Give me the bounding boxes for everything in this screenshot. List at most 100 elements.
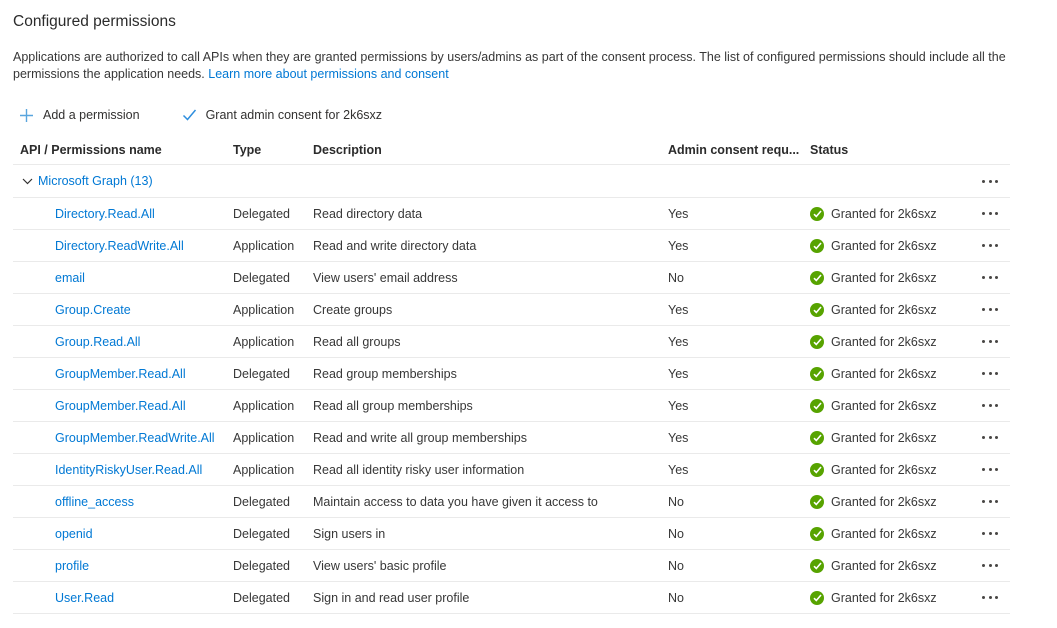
more-ellipsis-icon[interactable] xyxy=(980,272,1000,283)
plus-icon xyxy=(19,108,34,123)
status-cell: Granted for 2k6sxz xyxy=(810,366,962,381)
table-header-row: API / Permissions name Type Description … xyxy=(13,135,1010,165)
more-ellipsis-icon[interactable] xyxy=(980,560,1000,571)
more-ellipsis-icon[interactable] xyxy=(980,304,1000,315)
toolbar: Add a permission Grant admin consent for… xyxy=(13,105,1057,125)
permission-name-cell: Directory.Read.All xyxy=(13,207,233,221)
header-admin-consent-required[interactable]: Admin consent requ... xyxy=(668,142,800,157)
row-more-cell xyxy=(962,368,1010,379)
permission-name-cell: Group.Create xyxy=(13,303,233,317)
more-ellipsis-icon[interactable] xyxy=(980,240,1000,251)
row-more-cell xyxy=(962,400,1010,411)
permission-link[interactable]: Directory.Read.All xyxy=(55,206,155,221)
description-text: Applications are authorized to call APIs… xyxy=(13,49,1013,83)
add-permission-label: Add a permission xyxy=(43,108,140,122)
permission-link[interactable]: GroupMember.Read.All xyxy=(55,366,186,381)
table-row: User.Read Delegated Sign in and read use… xyxy=(13,582,1010,614)
type-cell: Application xyxy=(233,238,295,253)
check-circle-icon xyxy=(810,366,824,381)
type-cell: Application xyxy=(233,398,295,413)
permission-link[interactable]: profile xyxy=(55,558,90,573)
status-cell: Granted for 2k6sxz xyxy=(810,398,962,413)
grant-admin-consent-button[interactable]: Grant admin consent for 2k6sxz xyxy=(176,108,388,122)
status-cell: Granted for 2k6sxz xyxy=(810,494,962,509)
more-ellipsis-icon[interactable] xyxy=(980,528,1000,539)
header-type[interactable]: Type xyxy=(233,142,262,157)
header-description[interactable]: Description xyxy=(313,142,382,157)
check-circle-icon xyxy=(810,430,824,445)
row-more-cell xyxy=(962,240,1010,251)
status-label: Granted for 2k6sxz xyxy=(831,238,937,253)
status-cell: Granted for 2k6sxz xyxy=(810,270,962,285)
type-cell: Delegated xyxy=(233,494,290,509)
admin-consent-cell: Yes xyxy=(668,334,689,349)
more-ellipsis-icon[interactable] xyxy=(980,208,1000,219)
status-label: Granted for 2k6sxz xyxy=(831,526,937,541)
check-circle-icon xyxy=(810,238,824,253)
status-cell: Granted for 2k6sxz xyxy=(810,462,962,477)
type-cell: Application xyxy=(233,302,295,317)
table-row: offline_access Delegated Maintain access… xyxy=(13,486,1010,518)
permission-link[interactable]: Group.Read.All xyxy=(55,334,141,349)
header-api-permissions-name[interactable]: API / Permissions name xyxy=(20,142,162,157)
more-ellipsis-icon[interactable] xyxy=(980,432,1000,443)
table-row: Directory.ReadWrite.All Application Read… xyxy=(13,230,1010,262)
type-cell: Application xyxy=(233,462,295,477)
table-row: IdentityRiskyUser.Read.All Application R… xyxy=(13,454,1010,486)
type-cell: Application xyxy=(233,334,295,349)
add-permission-button[interactable]: Add a permission xyxy=(13,108,146,123)
table-row: Group.Create Application Create groups Y… xyxy=(13,294,1010,326)
status-label: Granted for 2k6sxz xyxy=(831,494,937,509)
chevron-down-icon[interactable] xyxy=(22,178,33,185)
admin-consent-cell: Yes xyxy=(668,430,689,445)
admin-consent-cell: Yes xyxy=(668,206,689,221)
admin-consent-cell: No xyxy=(668,494,684,509)
admin-consent-cell: Yes xyxy=(668,302,689,317)
permission-link[interactable]: GroupMember.Read.All xyxy=(55,398,186,413)
description-cell: Read and write all group memberships xyxy=(313,430,527,445)
permission-link[interactable]: email xyxy=(55,270,85,285)
status-label: Granted for 2k6sxz xyxy=(831,270,937,285)
api-group-link[interactable]: Microsoft Graph (13) xyxy=(38,174,153,188)
type-cell: Application xyxy=(233,430,295,445)
check-circle-icon xyxy=(810,334,824,349)
permission-link[interactable]: GroupMember.ReadWrite.All xyxy=(55,430,215,445)
description-cell: View users' basic profile xyxy=(313,558,447,573)
type-cell: Delegated xyxy=(233,558,290,573)
more-ellipsis-icon[interactable] xyxy=(980,592,1000,603)
status-label: Granted for 2k6sxz xyxy=(831,430,937,445)
admin-consent-cell: No xyxy=(668,270,684,285)
permission-name-cell: openid xyxy=(13,527,233,541)
more-ellipsis-icon[interactable] xyxy=(980,336,1000,347)
permission-link[interactable]: offline_access xyxy=(55,494,134,509)
permission-link[interactable]: openid xyxy=(55,526,93,541)
description-cell: Read all groups xyxy=(313,334,401,349)
more-ellipsis-icon[interactable] xyxy=(980,400,1000,411)
check-circle-icon xyxy=(810,270,824,285)
permission-link[interactable]: IdentityRiskyUser.Read.All xyxy=(55,462,203,477)
more-ellipsis-icon[interactable] xyxy=(980,464,1000,475)
description-cell: Read all identity risky user information xyxy=(313,462,525,477)
permission-link[interactable]: Directory.ReadWrite.All xyxy=(55,238,184,253)
description-cell: Read all group memberships xyxy=(313,398,473,413)
table-row: Group.Read.All Application Read all grou… xyxy=(13,326,1010,358)
more-ellipsis-icon[interactable] xyxy=(980,176,1000,187)
group-more-cell xyxy=(962,176,1010,187)
permission-name-cell: User.Read xyxy=(13,591,233,605)
more-ellipsis-icon[interactable] xyxy=(980,496,1000,507)
permission-name-cell: GroupMember.Read.All xyxy=(13,399,233,413)
status-label: Granted for 2k6sxz xyxy=(831,366,937,381)
check-circle-icon xyxy=(810,526,824,541)
header-status[interactable]: Status xyxy=(810,142,849,157)
row-more-cell xyxy=(962,528,1010,539)
learn-more-link[interactable]: Learn more about permissions and consent xyxy=(208,67,449,81)
status-label: Granted for 2k6sxz xyxy=(831,206,937,221)
permission-link[interactable]: Group.Create xyxy=(55,302,131,317)
permission-name-cell: Directory.ReadWrite.All xyxy=(13,239,233,253)
check-circle-icon xyxy=(810,302,824,317)
more-ellipsis-icon[interactable] xyxy=(980,368,1000,379)
permission-name-cell: email xyxy=(13,271,233,285)
permission-link[interactable]: User.Read xyxy=(55,590,115,605)
permission-name-cell: GroupMember.ReadWrite.All xyxy=(13,431,233,445)
check-circle-icon xyxy=(810,462,824,477)
